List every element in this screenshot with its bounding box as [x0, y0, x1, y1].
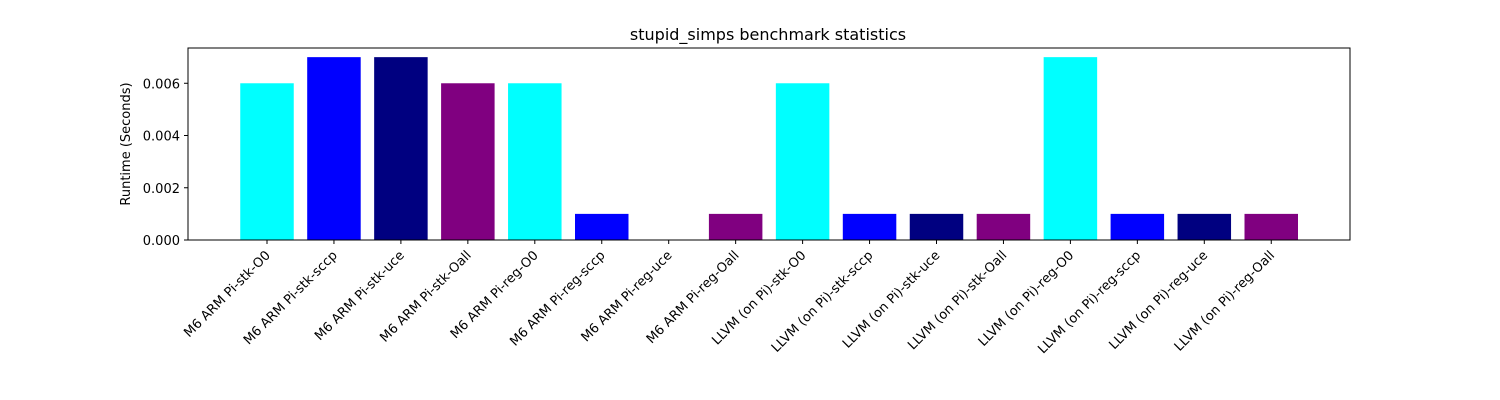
bar-13: [1043, 57, 1098, 240]
bar-16: [1244, 213, 1298, 240]
bar-1: [240, 83, 294, 241]
bar-8: [708, 213, 763, 240]
chart-title: stupid_simps benchmark statistics: [630, 25, 906, 45]
bar-11: [909, 213, 964, 240]
bar-3: [374, 57, 428, 240]
bar-15: [1177, 213, 1232, 240]
bar-2: [307, 57, 361, 240]
bar-9: [775, 83, 830, 241]
bar-5: [508, 83, 562, 241]
bar-4: [441, 83, 495, 241]
bars-layer: [240, 57, 1298, 241]
bar-12: [976, 213, 1031, 240]
bar-6: [575, 213, 629, 240]
y-tick-label: 0.002: [143, 182, 180, 197]
y-ticks: 0.000 0.002 0.004 0.006: [143, 77, 188, 249]
plot-frame: [187, 47, 1351, 241]
y-tick-label: 0.006: [143, 77, 180, 92]
bar-10: [842, 213, 897, 240]
y-tick-label: 0.000: [143, 234, 180, 249]
y-axis-label: Runtime (Seconds): [119, 82, 134, 205]
y-tick-label: 0.004: [143, 130, 180, 145]
bar-14: [1110, 213, 1165, 240]
